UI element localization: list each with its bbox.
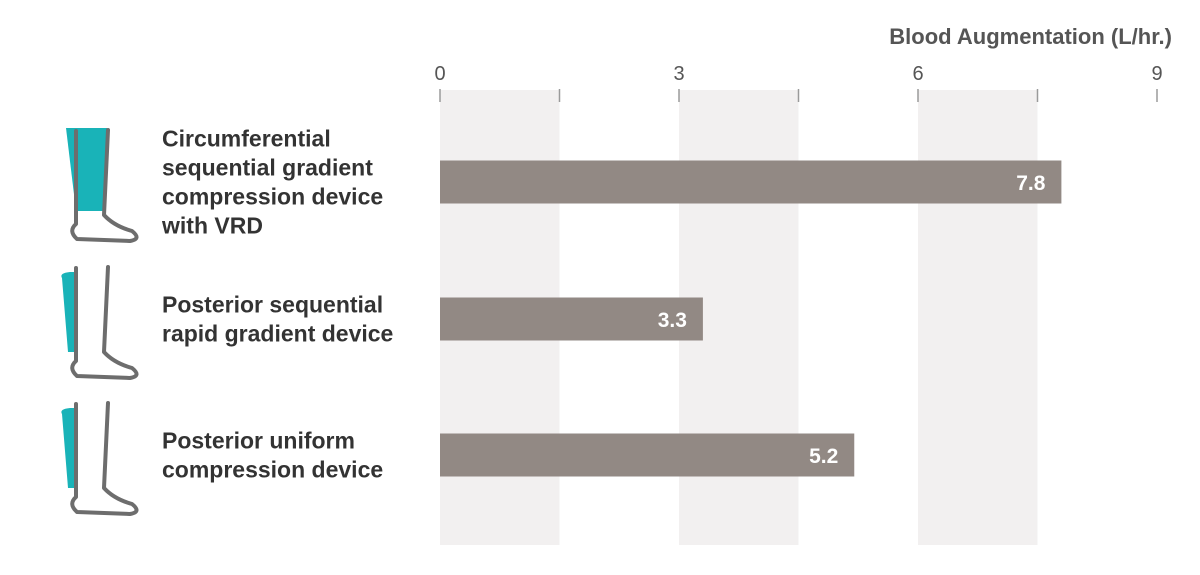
category-label-line: compression device	[162, 457, 383, 483]
bars: 7.8 3.3 5.2	[440, 160, 1062, 477]
leg-outline	[70, 401, 139, 516]
x-tick-label: 6	[912, 63, 923, 85]
leg-outline	[70, 265, 139, 380]
category-labels: Circumferential sequential gradient compre…	[161, 126, 393, 483]
x-axis-title: Blood Augmentation (L/hr.)	[889, 24, 1172, 49]
value-label: 3.3	[658, 309, 687, 332]
category-label-line: sequential gradient	[162, 155, 373, 181]
x-tick-label: 9	[1151, 63, 1162, 85]
x-tick-label: 3	[673, 63, 684, 85]
category-label-line: with VRD	[161, 213, 263, 239]
compression-sleeve	[61, 408, 76, 488]
compression-sleeve	[61, 272, 76, 352]
category-label-line: Posterior uniform	[162, 428, 355, 454]
bar	[440, 160, 1062, 204]
category-label-line: Circumferential	[162, 126, 331, 152]
compression-wrap	[66, 128, 107, 211]
grid-band	[918, 90, 1038, 545]
category-label-line: Posterior sequential	[162, 292, 383, 318]
category-label-line: rapid gradient device	[162, 321, 393, 347]
value-label: 7.8	[1016, 172, 1046, 195]
bar	[440, 433, 855, 477]
x-axis-tick-labels: 0 3 6 9	[434, 63, 1162, 85]
leg-icons	[61, 128, 139, 516]
x-tick-label: 0	[434, 63, 445, 85]
leg-outline	[70, 128, 139, 243]
value-label: 5.2	[809, 445, 838, 468]
full-leg-wrap-icon	[66, 128, 139, 243]
posterior-calf-sleeve-icon	[61, 401, 139, 516]
bar	[440, 297, 703, 341]
posterior-calf-sleeve-icon	[61, 265, 139, 380]
x-axis-ticks	[439, 89, 1158, 102]
category-label-line: compression device	[162, 184, 383, 210]
